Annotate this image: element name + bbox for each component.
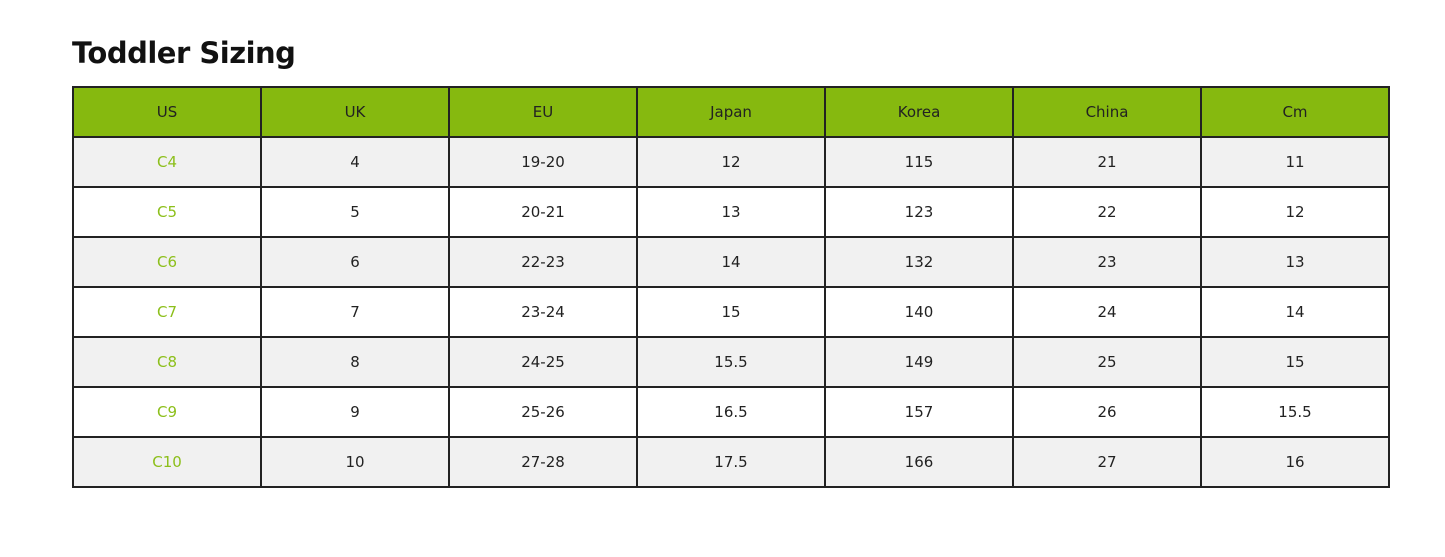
column-header-china: China bbox=[1012, 86, 1202, 138]
cell-cm: 15.5 bbox=[1200, 386, 1390, 438]
cell-china: 23 bbox=[1012, 236, 1202, 288]
cell-eu: 24-25 bbox=[448, 336, 638, 388]
cell-japan: 12 bbox=[636, 136, 826, 188]
cell-korea: 115 bbox=[824, 136, 1014, 188]
cell-japan: 16.5 bbox=[636, 386, 826, 438]
cell-us: C7 bbox=[72, 286, 262, 338]
cell-japan: 15 bbox=[636, 286, 826, 338]
size-chart-table: US UK EU Japan Korea China Cm C4 4 19-20 12 115 21 1… bbox=[72, 86, 1390, 488]
cell-us: C8 bbox=[72, 336, 262, 388]
cell-japan: 13 bbox=[636, 186, 826, 238]
cell-us: C4 bbox=[72, 136, 262, 188]
cell-eu: 19-20 bbox=[448, 136, 638, 188]
cell-us: C9 bbox=[72, 386, 262, 438]
cell-us: C10 bbox=[72, 436, 262, 488]
cell-china: 26 bbox=[1012, 386, 1202, 438]
table-row: C10 10 27-28 17.5 166 27 16 bbox=[72, 436, 1390, 488]
column-header-us: US bbox=[72, 86, 262, 138]
header-row: US UK EU Japan Korea China Cm bbox=[72, 86, 1390, 138]
column-header-uk: UK bbox=[260, 86, 450, 138]
cell-korea: 157 bbox=[824, 386, 1014, 438]
cell-uk: 6 bbox=[260, 236, 450, 288]
cell-uk: 5 bbox=[260, 186, 450, 238]
table-row: C4 4 19-20 12 115 21 11 bbox=[72, 136, 1390, 188]
cell-eu: 25-26 bbox=[448, 386, 638, 438]
column-header-eu: EU bbox=[448, 86, 638, 138]
table-row: C5 5 20-21 13 123 22 12 bbox=[72, 186, 1390, 238]
cell-cm: 11 bbox=[1200, 136, 1390, 188]
cell-china: 24 bbox=[1012, 286, 1202, 338]
cell-eu: 23-24 bbox=[448, 286, 638, 338]
cell-cm: 15 bbox=[1200, 336, 1390, 388]
cell-china: 22 bbox=[1012, 186, 1202, 238]
cell-china: 27 bbox=[1012, 436, 1202, 488]
cell-cm: 12 bbox=[1200, 186, 1390, 238]
cell-us: C6 bbox=[72, 236, 262, 288]
cell-japan: 17.5 bbox=[636, 436, 826, 488]
cell-eu: 27-28 bbox=[448, 436, 638, 488]
table-row: C7 7 23-24 15 140 24 14 bbox=[72, 286, 1390, 338]
cell-japan: 15.5 bbox=[636, 336, 826, 388]
cell-us: C5 bbox=[72, 186, 262, 238]
table-row: C6 6 22-23 14 132 23 13 bbox=[72, 236, 1390, 288]
page-title: Toddler Sizing bbox=[72, 36, 296, 70]
cell-cm: 13 bbox=[1200, 236, 1390, 288]
table-row: C9 9 25-26 16.5 157 26 15.5 bbox=[72, 386, 1390, 438]
cell-korea: 149 bbox=[824, 336, 1014, 388]
cell-korea: 132 bbox=[824, 236, 1014, 288]
column-header-cm: Cm bbox=[1200, 86, 1390, 138]
cell-korea: 166 bbox=[824, 436, 1014, 488]
cell-china: 21 bbox=[1012, 136, 1202, 188]
cell-cm: 16 bbox=[1200, 436, 1390, 488]
cell-korea: 123 bbox=[824, 186, 1014, 238]
cell-eu: 20-21 bbox=[448, 186, 638, 238]
cell-uk: 4 bbox=[260, 136, 450, 188]
column-header-japan: Japan bbox=[636, 86, 826, 138]
cell-china: 25 bbox=[1012, 336, 1202, 388]
cell-japan: 14 bbox=[636, 236, 826, 288]
cell-uk: 8 bbox=[260, 336, 450, 388]
cell-cm: 14 bbox=[1200, 286, 1390, 338]
table-row: C8 8 24-25 15.5 149 25 15 bbox=[72, 336, 1390, 388]
cell-korea: 140 bbox=[824, 286, 1014, 338]
cell-uk: 9 bbox=[260, 386, 450, 438]
cell-eu: 22-23 bbox=[448, 236, 638, 288]
cell-uk: 7 bbox=[260, 286, 450, 338]
cell-uk: 10 bbox=[260, 436, 450, 488]
column-header-korea: Korea bbox=[824, 86, 1014, 138]
